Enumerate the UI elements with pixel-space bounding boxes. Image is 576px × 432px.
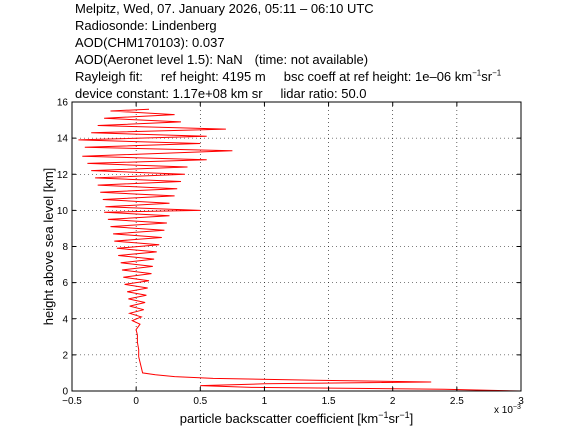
x-axis-label: particle backscatter coefficient [km−1sr…: [180, 410, 413, 426]
y-tick-label: 16: [57, 98, 69, 109]
aod-aeronet-time-text: (time: not available): [254, 52, 369, 67]
x-tick-label: 1: [262, 396, 268, 407]
y-tick-label: 0: [62, 387, 68, 398]
header-line-radiosonde: Radiosonde: Lindenberg: [75, 17, 575, 34]
y-tick-label: 4: [62, 314, 68, 325]
bsc-coeff-text: bsc coeff at ref height: 1e–06 km: [283, 69, 473, 84]
site-date-text: Melpitz, Wed, 07. January 2026, 05:11 – …: [75, 1, 374, 16]
x-tick-label: 3: [518, 396, 524, 407]
series-layer: [78, 108, 522, 392]
y-tick-label: 6: [62, 278, 68, 289]
rayleigh-fit-text: Rayleigh fit:: [75, 69, 143, 84]
axis-labels: particle backscatter coefficient [km−1sr…: [41, 168, 521, 426]
grid-lines: [72, 102, 521, 391]
header-line-aod-chm: AOD(CHM170103): 0.037: [75, 34, 575, 51]
aod-aeronet-text: AOD(Aeronet level 1.5): NaN: [75, 52, 243, 67]
aod-chm-text: AOD(CHM170103): 0.037: [75, 35, 225, 50]
header-line-device: device constant: 1.17e+08 km sr lidar rat…: [75, 85, 575, 102]
header-line-rayleigh: Rayleigh fit: ref height: 4195 m bsc coeff…: [75, 68, 575, 85]
y-tick-label: 2: [62, 350, 68, 361]
x-axis-exponent: x 10−3: [494, 404, 521, 416]
lidar-ratio-text: lidar ratio: 50.0: [280, 86, 367, 101]
x-tick-label: 2: [390, 396, 396, 407]
x-tick-label: 2.5: [450, 396, 464, 407]
y-tick-label: 10: [57, 206, 69, 217]
bsc-unit-exp2: −1: [492, 68, 502, 78]
x-tick-label: 1.5: [322, 396, 336, 407]
chart-header: Melpitz, Wed, 07. January 2026, 05:11 – …: [75, 0, 575, 102]
x-tick-label: 0: [133, 396, 139, 407]
ref-height-text: ref height: 4195 m: [160, 69, 266, 84]
backscatter-profile-line: [78, 108, 522, 392]
device-constant-text: device constant: 1.17e+08 km sr: [75, 86, 263, 101]
header-line-aod-aeronet: AOD(Aeronet level 1.5): NaN (time: not av…: [75, 51, 575, 68]
x-tick-label: 0.5: [193, 396, 207, 407]
y-tick-label: 12: [57, 170, 69, 181]
radiosonde-text: Radiosonde: Lindenberg: [75, 18, 217, 33]
bsc-unit-sr: sr: [481, 69, 493, 84]
y-tick-label: 8: [62, 242, 68, 253]
x-tick-label: −0.5: [62, 396, 82, 407]
y-axis-label: height above sea level [km]: [41, 168, 56, 326]
y-tick-label: 14: [57, 134, 69, 145]
bsc-unit-exp1: −1: [472, 68, 482, 78]
header-line-site-date: Melpitz, Wed, 07. January 2026, 05:11 – …: [75, 0, 575, 17]
